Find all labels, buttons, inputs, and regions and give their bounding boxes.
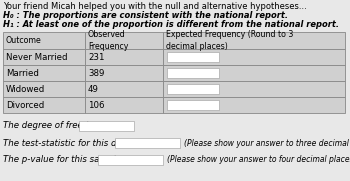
Bar <box>85 49 163 65</box>
Bar <box>167 68 219 78</box>
Text: Divorced: Divorced <box>6 100 44 110</box>
Text: Never Married: Never Married <box>6 52 68 62</box>
Text: The p-value for this sample =: The p-value for this sample = <box>3 155 131 165</box>
Text: Observed
Frequency: Observed Frequency <box>88 30 128 50</box>
Text: 49: 49 <box>88 85 99 94</box>
Bar <box>163 65 345 81</box>
Bar <box>85 65 163 81</box>
Text: Expected Frequency (Round to 3
decimal places): Expected Frequency (Round to 3 decimal p… <box>166 30 293 50</box>
Bar <box>85 81 163 97</box>
Bar <box>163 97 345 113</box>
Bar <box>3 49 85 65</box>
Text: The test-statistic for this data =: The test-statistic for this data = <box>3 138 140 148</box>
Bar <box>163 32 345 49</box>
Text: H₁ : At least one of the proportion is different from the national report.: H₁ : At least one of the proportion is d… <box>3 20 339 29</box>
Text: 231: 231 <box>88 52 105 62</box>
Bar <box>85 97 163 113</box>
Bar <box>3 81 85 97</box>
Bar <box>114 138 180 148</box>
Text: Widowed: Widowed <box>6 85 45 94</box>
Text: The degree of freedom =: The degree of freedom = <box>3 121 112 131</box>
Text: 389: 389 <box>88 68 104 77</box>
Bar <box>163 81 345 97</box>
Bar <box>3 97 85 113</box>
Text: (Please show your answer to three decimal places.): (Please show your answer to three decima… <box>184 138 350 148</box>
Text: Married: Married <box>6 68 39 77</box>
Bar <box>167 100 219 110</box>
Bar <box>79 121 134 131</box>
Bar <box>98 155 163 165</box>
Bar <box>85 32 163 49</box>
Bar <box>167 84 219 94</box>
Bar <box>3 65 85 81</box>
Bar <box>3 32 85 49</box>
Text: H₀ : The proportions are consistent with the national report.: H₀ : The proportions are consistent with… <box>3 11 288 20</box>
Bar <box>163 49 345 65</box>
Text: Your friend Micah helped you with the null and alternative hypotheses...: Your friend Micah helped you with the nu… <box>3 2 307 11</box>
Text: Outcome: Outcome <box>6 36 42 45</box>
Text: (Please show your answer to four decimal places.): (Please show your answer to four decimal… <box>168 155 350 165</box>
Bar <box>167 52 219 62</box>
Text: 106: 106 <box>88 100 105 110</box>
